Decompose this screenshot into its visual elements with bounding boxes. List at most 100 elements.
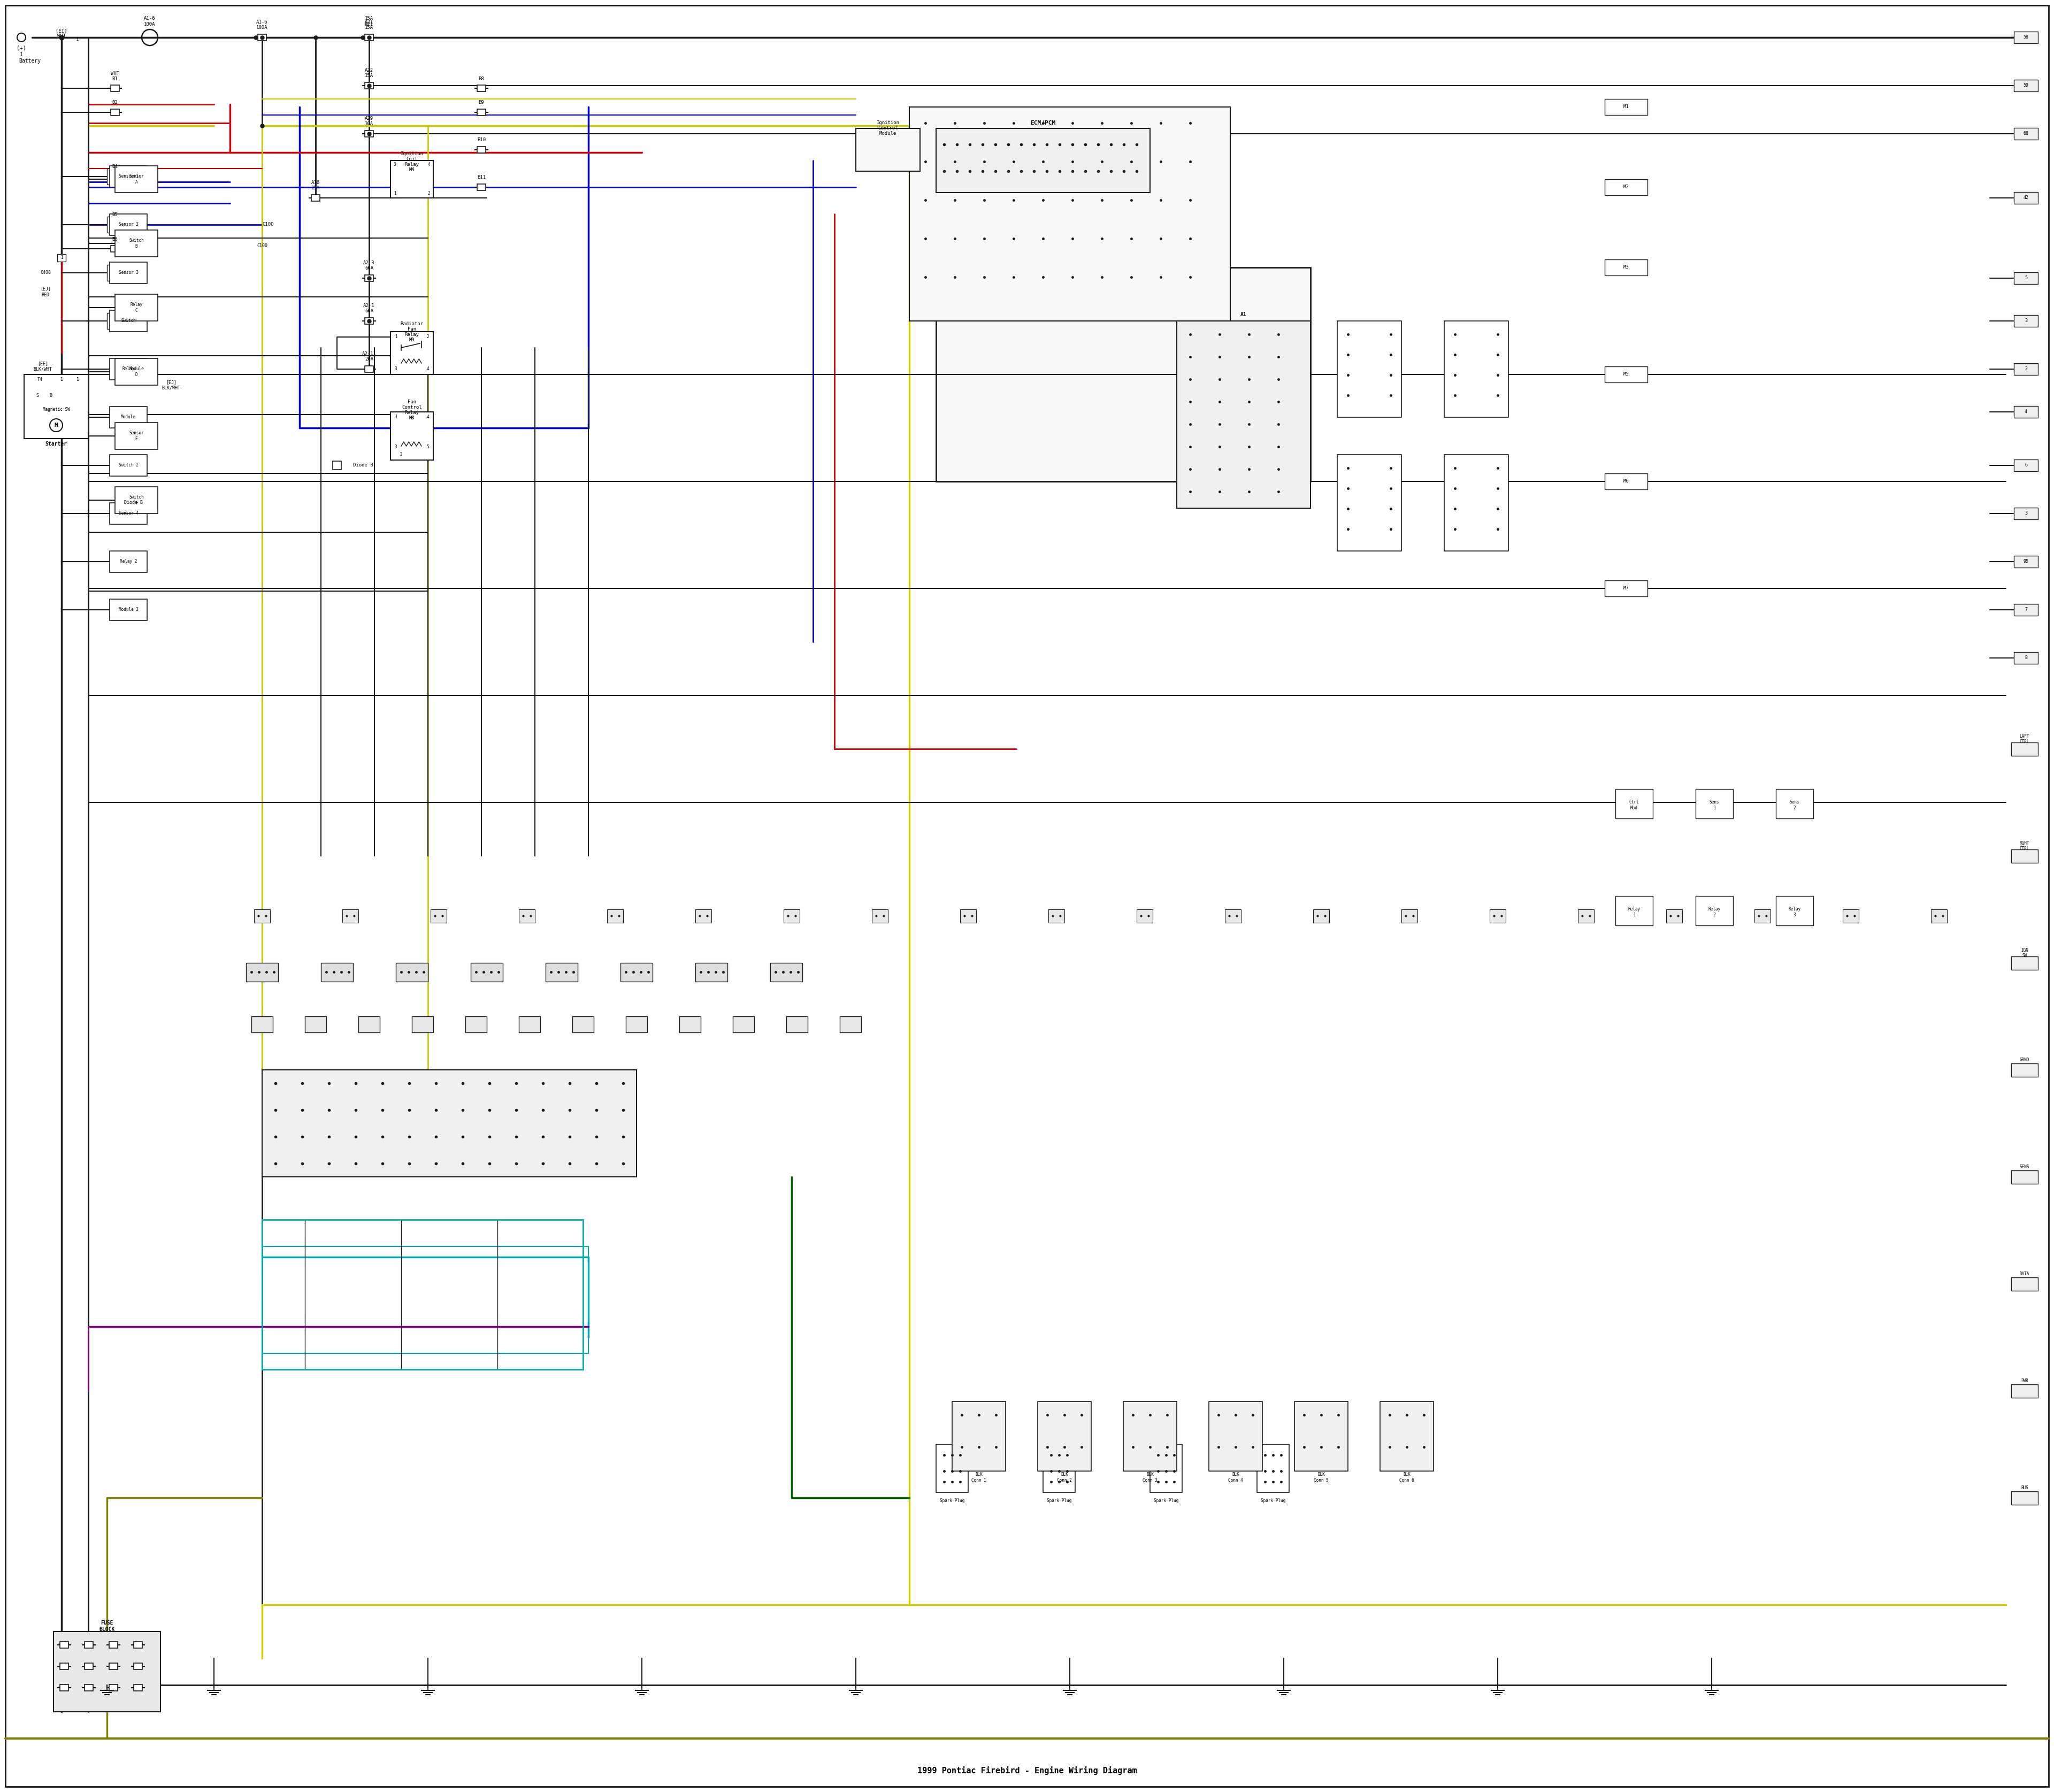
Bar [343, 909, 357, 923]
Text: 4: 4 [427, 414, 429, 419]
Text: Switch: Switch [121, 319, 136, 323]
Text: 2: 2 [427, 335, 429, 339]
Bar [2011, 849, 2038, 862]
Text: (+): (+) [16, 45, 27, 50]
Text: Relay: Relay [405, 333, 419, 337]
Bar [2011, 1278, 2038, 1290]
Text: Control: Control [877, 125, 898, 131]
Bar [1337, 321, 1401, 418]
Text: WHT: WHT [111, 72, 119, 75]
Bar [1604, 260, 1647, 276]
Text: RED: RED [41, 292, 49, 297]
Bar [1401, 909, 1417, 923]
Text: T4: T4 [37, 378, 43, 382]
Bar [2013, 272, 2038, 285]
Text: M9: M9 [409, 339, 415, 342]
Text: BLK
Conn 3: BLK Conn 3 [1142, 1473, 1158, 1482]
Bar [477, 185, 485, 190]
Bar [109, 358, 148, 380]
Text: Sens
1: Sens 1 [1709, 799, 1719, 810]
Text: 15A: 15A [312, 186, 320, 190]
Text: 60A: 60A [366, 308, 374, 314]
Text: Module 2: Module 2 [119, 607, 138, 613]
Bar [366, 131, 374, 136]
Bar [109, 407, 148, 428]
Text: S: S [37, 394, 39, 398]
Text: IGN
SW: IGN SW [2021, 948, 2027, 959]
Bar [366, 34, 374, 41]
Text: Sensor 3: Sensor 3 [119, 271, 138, 276]
Bar [255, 909, 271, 923]
Text: 2: 2 [401, 452, 403, 457]
Text: Relay
1: Relay 1 [1629, 907, 1641, 918]
Bar [109, 1641, 117, 1649]
Bar [1136, 909, 1152, 923]
Text: M7: M7 [1623, 586, 1629, 591]
Text: M6: M6 [1623, 478, 1629, 484]
Text: 15A: 15A [366, 73, 374, 79]
Bar [1777, 788, 1814, 819]
Bar [1048, 909, 1064, 923]
Bar [2013, 315, 2038, 326]
Bar [1604, 366, 1647, 382]
Text: 3: 3 [394, 444, 396, 450]
Bar [107, 265, 140, 281]
Bar [25, 375, 88, 439]
Text: Sensor 4: Sensor 4 [119, 511, 138, 516]
Bar [134, 1663, 142, 1670]
Bar [115, 487, 158, 514]
Bar [1614, 896, 1653, 925]
Text: [EE]: [EE] [37, 362, 47, 366]
Bar [111, 246, 119, 253]
Bar [2013, 79, 2038, 91]
Bar [396, 962, 427, 982]
Text: 5: 5 [427, 444, 429, 450]
Text: Relay
3: Relay 3 [1789, 907, 1801, 918]
Text: B6: B6 [113, 237, 117, 242]
Text: 3: 3 [2025, 511, 2027, 516]
Text: M2: M2 [1623, 185, 1629, 190]
Bar [263, 1247, 587, 1353]
Text: M5: M5 [1623, 373, 1629, 376]
Bar [134, 1641, 142, 1649]
Bar [785, 909, 799, 923]
Text: Relay
2: Relay 2 [1709, 907, 1721, 918]
Text: M3: M3 [1623, 265, 1629, 271]
Bar [84, 1684, 92, 1692]
Bar [733, 1016, 754, 1032]
Bar [111, 174, 119, 179]
Bar [2011, 742, 2038, 756]
Text: A22: A22 [366, 68, 374, 73]
Text: Sens
2: Sens 2 [1789, 799, 1799, 810]
Bar [109, 504, 148, 525]
Bar [366, 317, 374, 324]
Bar [1931, 909, 1947, 923]
Bar [333, 461, 341, 470]
Text: M1: M1 [1623, 104, 1629, 109]
Text: Ctrl
Mod: Ctrl Mod [1629, 799, 1639, 810]
Bar [390, 412, 433, 461]
Bar [115, 229, 158, 256]
Text: B: B [49, 394, 51, 398]
Bar [1697, 788, 1734, 819]
Text: [EJ]: [EJ] [41, 287, 51, 292]
Text: [EI]: [EI] [55, 29, 68, 34]
Text: Switch 2: Switch 2 [119, 462, 138, 468]
Text: 3: 3 [394, 163, 396, 167]
Bar [107, 314, 140, 330]
Bar [1754, 909, 1771, 923]
Text: 4: 4 [2025, 410, 2027, 414]
Bar [1177, 321, 1310, 509]
Text: A1-6: A1-6 [257, 20, 267, 25]
Bar [787, 1016, 807, 1032]
Bar [959, 909, 976, 923]
Bar [58, 254, 66, 262]
Bar [2011, 957, 2038, 969]
Bar [2013, 652, 2038, 663]
Text: 5: 5 [2025, 276, 2027, 281]
Bar [937, 129, 1150, 192]
Bar [2013, 604, 2038, 616]
Bar [109, 550, 148, 572]
Bar [477, 109, 485, 115]
Bar [109, 1663, 117, 1670]
